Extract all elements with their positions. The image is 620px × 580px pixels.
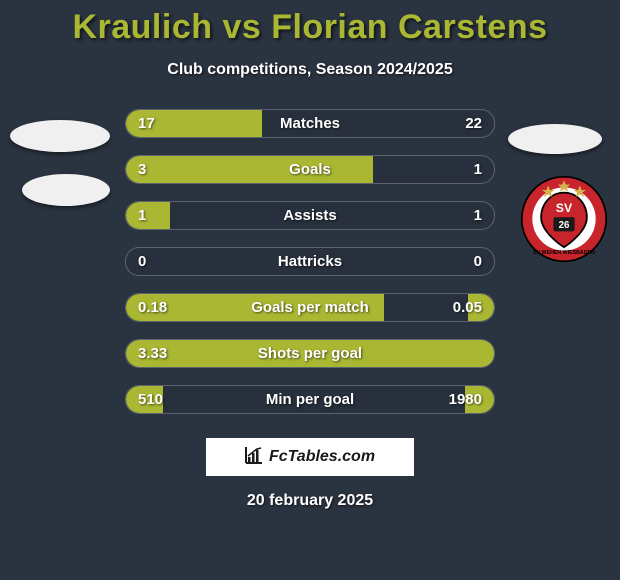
page-title: Kraulich vs Florian Carstens: [0, 0, 620, 47]
svg-text:SV WEHEN WIESBADEN: SV WEHEN WIESBADEN: [533, 250, 595, 256]
svg-text:26: 26: [559, 220, 570, 231]
stat-row: 31Goals: [125, 155, 495, 184]
player-left-club-badge: [22, 174, 110, 206]
stat-row: 1722Matches: [125, 109, 495, 138]
footer-date: 20 february 2025: [0, 492, 620, 510]
stat-label: Goals: [126, 156, 494, 183]
svg-text:SV: SV: [556, 201, 573, 215]
brand-text: FcTables.com: [269, 448, 375, 466]
stat-row: 0.180.05Goals per match: [125, 293, 495, 322]
chart-icon: [245, 446, 263, 469]
player-right-club-badge: SV 26 SV WEHEN WIESBADEN: [520, 175, 608, 263]
brand-badge: FcTables.com: [206, 438, 414, 476]
stat-row: 00Hattricks: [125, 247, 495, 276]
player-right-avatar: [508, 124, 602, 154]
stat-label: Hattricks: [126, 248, 494, 275]
page-subtitle: Club competitions, Season 2024/2025: [0, 61, 620, 79]
player-left-avatar: [10, 120, 110, 152]
stat-label: Goals per match: [126, 294, 494, 321]
stat-row: 11Assists: [125, 201, 495, 230]
stat-label: Shots per goal: [126, 340, 494, 367]
stat-label: Min per goal: [126, 386, 494, 413]
stat-row: 5101980Min per goal: [125, 385, 495, 414]
stat-label: Matches: [126, 110, 494, 137]
stat-row: 3.33Shots per goal: [125, 339, 495, 368]
stat-label: Assists: [126, 202, 494, 229]
